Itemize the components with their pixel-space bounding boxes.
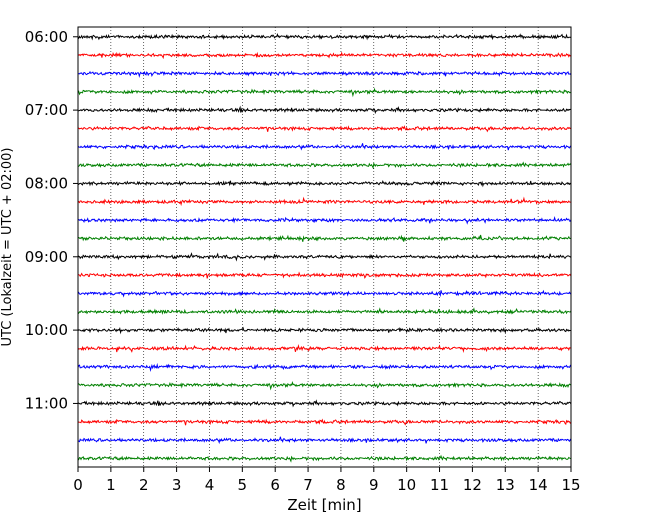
trace-0915 bbox=[77, 271, 572, 279]
trace-0615 bbox=[77, 51, 572, 60]
trace-0600 bbox=[77, 33, 572, 41]
x-tick-label: 8 bbox=[336, 476, 346, 494]
trace-0845 bbox=[77, 234, 571, 242]
trace-0700 bbox=[77, 105, 572, 115]
x-tick-label: 14 bbox=[529, 476, 548, 494]
trace-1145 bbox=[77, 454, 572, 463]
seismic-traces bbox=[77, 33, 572, 463]
y-tick-label: 07:00 bbox=[25, 101, 68, 119]
trace-1000 bbox=[77, 326, 572, 335]
trace-1100 bbox=[77, 399, 572, 408]
trace-0645 bbox=[77, 87, 572, 98]
vertical-gridlines bbox=[110, 27, 539, 467]
x-tick-label: 9 bbox=[369, 476, 379, 494]
x-tick-label: 4 bbox=[205, 476, 215, 494]
plot-background bbox=[78, 27, 571, 467]
trace-1130 bbox=[77, 436, 572, 445]
trace-1030 bbox=[77, 362, 572, 372]
trace-0930 bbox=[77, 289, 572, 298]
x-tick-label: 7 bbox=[303, 476, 313, 494]
trace-1045 bbox=[77, 381, 571, 391]
trace-0800 bbox=[77, 179, 572, 188]
x-tick-label: 15 bbox=[561, 476, 580, 494]
y-tick-label: 06:00 bbox=[25, 28, 68, 46]
trace-0730 bbox=[77, 143, 572, 151]
y-tick-label: 09:00 bbox=[25, 248, 68, 266]
y-axis-ticks: 06:00 07:00 08:00 09:00 10:00 11:00 bbox=[25, 28, 78, 412]
trace-0630 bbox=[77, 70, 572, 79]
x-tick-label: 13 bbox=[496, 476, 515, 494]
y-tick-label: 11:00 bbox=[25, 394, 68, 412]
trace-1115 bbox=[77, 418, 572, 426]
x-tick-label: 5 bbox=[238, 476, 248, 494]
x-tick-label: 10 bbox=[397, 476, 416, 494]
trace-0900 bbox=[77, 252, 572, 262]
trace-0715 bbox=[78, 125, 572, 133]
y-tick-label: 10:00 bbox=[25, 321, 68, 339]
trace-0945 bbox=[77, 307, 572, 315]
x-axis-label: Zeit [min] bbox=[287, 496, 361, 514]
trace-0745 bbox=[77, 161, 572, 170]
trace-1015 bbox=[77, 344, 572, 353]
plot-frame bbox=[77, 26, 572, 468]
trace-0815 bbox=[77, 196, 572, 207]
x-axis-ticks: 0 1 2 3 4 5 6 7 8 9 10 11 12 13 14 15 bbox=[73, 467, 581, 494]
x-tick-label: 1 bbox=[106, 476, 116, 494]
x-tick-label: 2 bbox=[139, 476, 149, 494]
x-tick-label: 0 bbox=[73, 476, 83, 494]
trace-0830 bbox=[77, 216, 572, 225]
x-tick-label: 12 bbox=[463, 476, 482, 494]
x-tick-label: 6 bbox=[270, 476, 280, 494]
x-tick-label: 11 bbox=[430, 476, 449, 494]
y-axis-label: UTC (Lokalzeit = UTC + 02:00) bbox=[0, 148, 15, 347]
y-tick-label: 08:00 bbox=[25, 174, 68, 192]
x-tick-label: 3 bbox=[172, 476, 182, 494]
